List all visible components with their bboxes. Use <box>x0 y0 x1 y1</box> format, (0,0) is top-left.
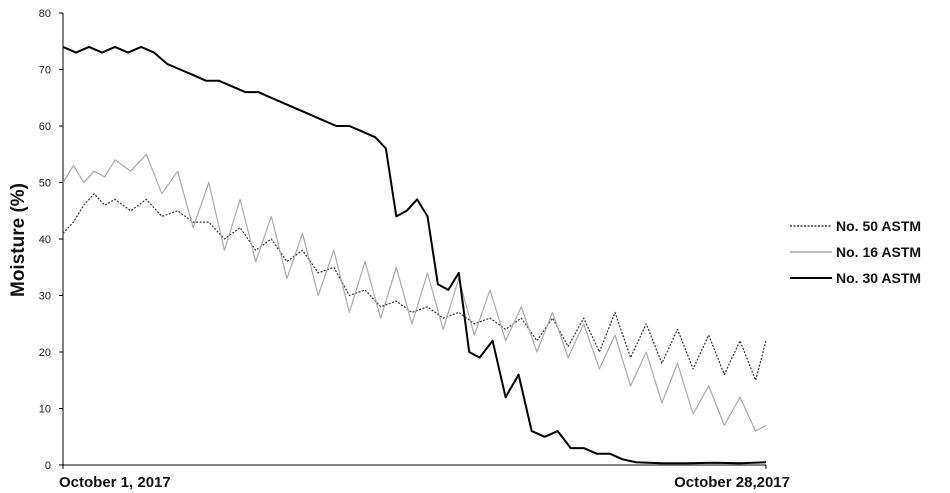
y-tick-label: 10 <box>39 404 51 416</box>
x-tick-label: October 1, 2017 <box>59 474 171 491</box>
legend-label: No. 50 ASTM <box>836 218 921 234</box>
y-tick-label: 80 <box>39 8 51 20</box>
y-tick-label: 20 <box>39 347 51 359</box>
x-tick-label: October 28,2017 <box>674 474 790 491</box>
y-tick-label: 60 <box>39 121 51 133</box>
x-axis: October 1, 2017 October 28,2017 <box>59 464 790 491</box>
y-tick-label: 70 <box>39 65 51 77</box>
y-tick-label: 0 <box>45 460 51 472</box>
series-line-no-16-astm <box>62 153 767 432</box>
y-axis-label: Moisture (%) <box>8 183 29 297</box>
series-line-no-30-astm <box>62 45 767 465</box>
legend-label: No. 30 ASTM <box>836 270 921 286</box>
y-tick-label: 30 <box>39 291 51 303</box>
series-lines <box>62 45 767 465</box>
y-tick-label: 50 <box>39 178 51 190</box>
y-axis: 0 10 20 30 40 50 60 70 80 <box>39 8 64 472</box>
series-line-no-50-astm <box>62 193 767 381</box>
legend-label: No. 16 ASTM <box>836 244 921 260</box>
y-tick-label: 40 <box>39 234 51 246</box>
legend: No. 50 ASTM No. 16 ASTM No. 30 ASTM <box>790 218 921 286</box>
